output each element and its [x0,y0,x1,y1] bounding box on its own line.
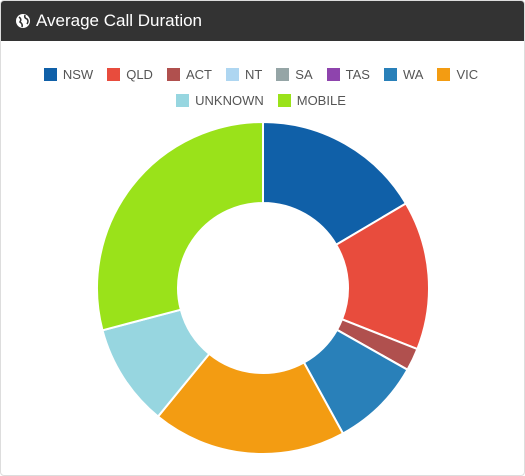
slice[interactable] [96,120,264,332]
legend-swatch [43,68,57,81]
slice[interactable] [262,120,408,247]
legend-item[interactable]: UNKNOWN [176,93,264,108]
legend-swatch [326,68,340,81]
legend-item[interactable]: MOBILE [277,93,346,108]
legend: NSW QLD ACT NT SA TAS WA VIC UNKNOWN MOBILE [41,67,481,108]
legend-item[interactable]: NSW [43,67,94,82]
chart-title: Average Call Duration [36,11,202,30]
legend-label: WA [402,67,424,82]
legend-label: NT [244,67,263,82]
legend-label: MOBILE [296,93,346,108]
legend-item[interactable]: QLD [107,67,153,82]
legend-label: ACT [185,67,212,82]
legend-label: SA [295,67,313,82]
legend-swatch [276,68,290,81]
legend-swatch [107,68,121,81]
legend-label: VIC [456,67,479,82]
legend-swatch [166,68,180,81]
legend-item[interactable]: SA [276,67,313,82]
legend-item[interactable]: NT [225,67,263,82]
slice[interactable] [156,352,345,455]
legend-swatch [383,68,397,81]
panel-header: Average Call Duration [1,1,524,41]
legend-swatch [277,94,291,107]
legend-label: UNKNOWN [195,93,264,108]
legend-label: TAS [345,67,370,82]
legend-item[interactable]: WA [383,67,424,82]
legend-swatch [176,94,190,107]
legend-item[interactable]: VIC [437,67,478,82]
globe-icon [16,14,30,28]
legend-label: QLD [126,67,153,82]
legend-swatch [437,68,451,81]
legend-item[interactable]: ACT [166,67,212,82]
legend-swatch [225,68,239,81]
legend-label: NSW [62,67,94,82]
legend-item[interactable]: TAS [326,67,370,82]
